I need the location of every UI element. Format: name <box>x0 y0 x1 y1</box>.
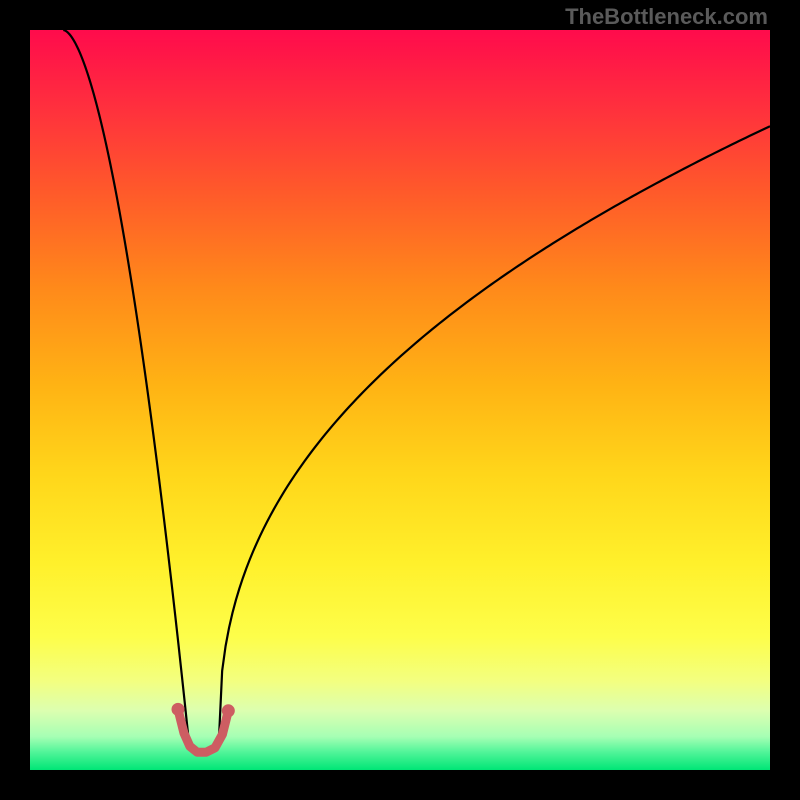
curve-right-branch <box>219 126 770 744</box>
watermark-text: TheBottleneck.com <box>565 4 768 30</box>
trough-end-dot <box>222 704 235 717</box>
trough-end-dot <box>172 703 185 716</box>
plot-area <box>30 30 770 770</box>
trough-marker <box>172 703 235 752</box>
curve-left-branch <box>63 30 189 744</box>
bottleneck-curve <box>30 30 770 770</box>
chart-frame: TheBottleneck.com <box>0 0 800 800</box>
